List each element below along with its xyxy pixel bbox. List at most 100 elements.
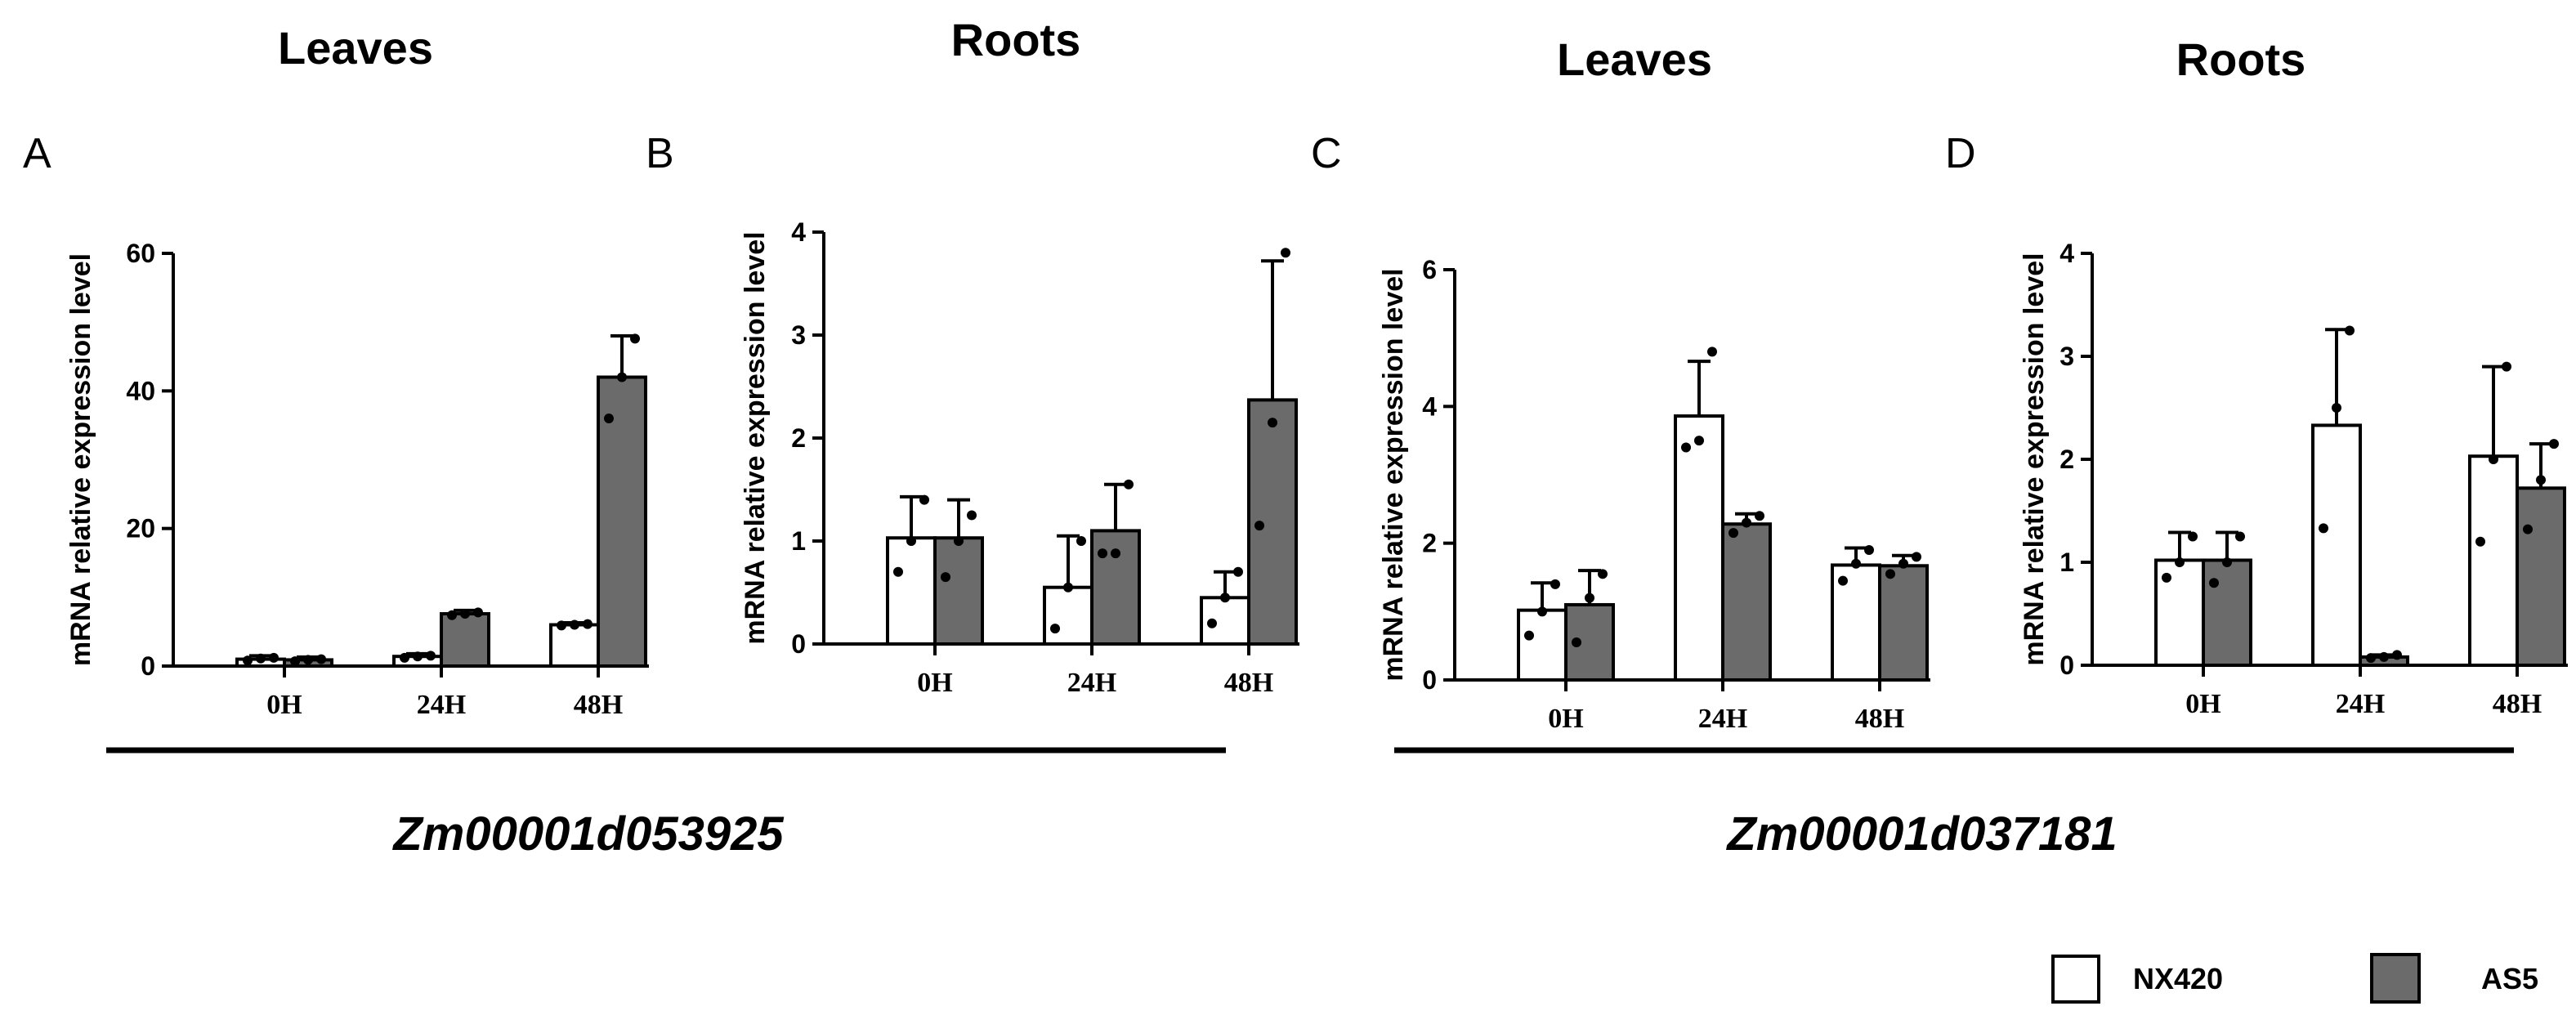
data-point [2392, 650, 2402, 660]
data-point [1898, 558, 1908, 569]
data-point [2319, 523, 2328, 534]
data-point [2235, 531, 2245, 542]
gene-label-1: Zm00001d053925 [391, 807, 784, 861]
data-point [1729, 528, 1738, 539]
y-tick-label: 0 [141, 651, 155, 681]
data-point [243, 655, 253, 666]
data-point [1537, 606, 1547, 617]
data-point [2475, 536, 2485, 547]
y-axis-label: mRNA relative expression level [65, 253, 96, 666]
data-point [1755, 511, 1764, 521]
data-point [2366, 653, 2376, 664]
bar-nx420-24h [1043, 585, 1093, 646]
bar-nx420-0h [1517, 608, 1568, 682]
data-point [290, 656, 300, 667]
data-point [919, 494, 929, 505]
y-tick-label: 0 [2059, 651, 2074, 680]
data-point [1550, 579, 1560, 589]
y-tick-label: 2 [1422, 529, 1437, 558]
bar-as5-48h [597, 375, 647, 668]
bar-nx420-24h [2311, 423, 2362, 667]
data-point [256, 653, 266, 664]
data-point [460, 609, 470, 619]
legend: NX420 AS5 [2051, 953, 2538, 1004]
y-axis-label: mRNA relative expression level [2019, 253, 2050, 665]
data-point [967, 510, 977, 521]
data-point [2549, 439, 2559, 449]
x-tick-label: 24H [2336, 689, 2385, 719]
data-point [1585, 593, 1594, 603]
bar-as5-48h [1247, 398, 1298, 646]
panel-letter: C [1311, 130, 1342, 177]
bar-nx420-48h [2468, 454, 2519, 667]
data-point [303, 655, 313, 665]
x-tick-label: 48H [574, 690, 623, 720]
x-tick-label: 0H [917, 668, 952, 698]
bar-as5-24h [1721, 522, 1772, 682]
bar-nx420-48h [549, 623, 600, 668]
data-point [617, 372, 627, 382]
data-point [1207, 618, 1217, 628]
bar-as5-24h [440, 612, 490, 668]
data-point [2379, 651, 2389, 662]
y-tick-label: 1 [791, 526, 806, 556]
y-tick-label: 0 [1422, 665, 1437, 695]
y-axis-label: mRNA relative expression level [1378, 268, 1409, 681]
data-point [1885, 569, 1895, 579]
panel-title: Roots [2176, 34, 2306, 85]
data-point [1838, 575, 1848, 586]
x-tick-label: 48H [1855, 704, 1904, 734]
data-point [557, 620, 566, 631]
data-point [604, 414, 614, 423]
data-point [1598, 569, 1608, 579]
y-tick-label: 2 [2059, 445, 2074, 474]
data-point [570, 619, 579, 630]
data-point [1864, 545, 1874, 556]
data-point [906, 536, 916, 546]
data-point [1524, 630, 1534, 641]
data-point [316, 654, 326, 664]
bar-nx420-0h [886, 536, 937, 646]
data-point [2332, 403, 2341, 413]
bar-as5-0h [2202, 558, 2252, 667]
y-tick-label: 20 [126, 514, 155, 543]
data-point [1742, 517, 1751, 528]
legend-swatch-nx420 [2051, 955, 2100, 1004]
x-tick-label: 24H [1698, 704, 1747, 734]
data-point [2523, 524, 2533, 534]
data-point [2222, 557, 2232, 567]
data-point [1220, 593, 1230, 603]
data-point [1124, 479, 1134, 490]
data-point [1694, 436, 1704, 446]
data-point [893, 566, 903, 577]
x-tick-label: 0H [2185, 689, 2220, 719]
data-point [1063, 582, 1073, 593]
y-tick-label: 1 [2059, 548, 2074, 577]
y-tick-label: 40 [126, 376, 155, 405]
panel-title: Roots [951, 14, 1081, 65]
data-point [2502, 361, 2511, 372]
data-point [473, 607, 483, 618]
y-axis-label: mRNA relative expression level [740, 231, 771, 644]
panel-title: Leaves [278, 22, 433, 74]
data-point [2162, 572, 2171, 583]
data-point [2209, 578, 2219, 588]
data-point [426, 651, 436, 661]
x-tick-label: 0H [1548, 704, 1583, 734]
data-point [1111, 548, 1120, 559]
y-tick-label: 4 [2059, 239, 2074, 268]
legend-label-as5: AS5 [2481, 962, 2538, 995]
bar-as5-24h [1090, 529, 1141, 646]
data-point [2188, 531, 2198, 542]
data-point [1098, 548, 1107, 559]
bar-as5-48h [1878, 564, 1929, 682]
data-point [1681, 442, 1691, 453]
data-point [630, 333, 640, 344]
data-point [941, 572, 950, 583]
data-point [2489, 454, 2498, 464]
panel-letter: B [646, 130, 674, 177]
